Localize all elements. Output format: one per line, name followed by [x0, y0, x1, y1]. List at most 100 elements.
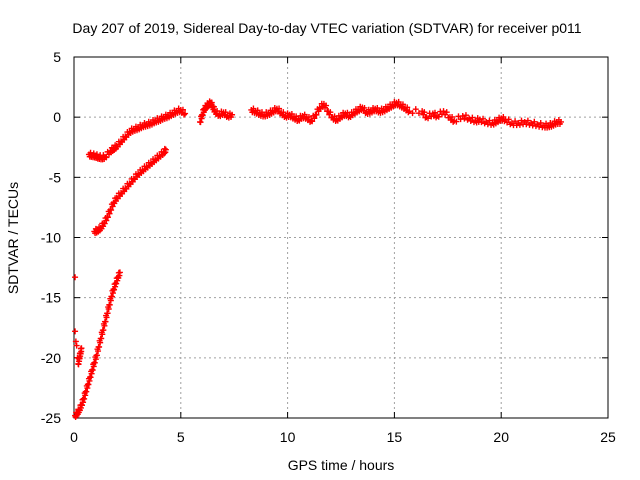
y-tick-label: -25 [41, 410, 61, 426]
data-point [425, 115, 432, 122]
y-axis-label: SDTVAR / TECUs [5, 182, 21, 294]
data-point [113, 280, 120, 287]
y-tick-labels: 5 0 -5 -10 -15 -20 -25 [41, 49, 61, 426]
data-point [404, 104, 411, 111]
data-point [309, 118, 316, 125]
axis-ticks [73, 56, 609, 419]
data-point [395, 98, 402, 105]
data-point [93, 352, 100, 359]
data-point [181, 111, 188, 118]
data-point [83, 388, 90, 395]
data-point [116, 269, 123, 276]
x-tick-label: 15 [387, 429, 403, 445]
data-point [156, 152, 163, 159]
data-point [333, 116, 340, 123]
data-point [316, 104, 323, 111]
data-point [406, 108, 413, 115]
data-point [486, 117, 493, 124]
y-tick-label: 0 [53, 109, 61, 125]
y-tick-label: -5 [49, 169, 62, 185]
data-point [89, 367, 96, 374]
data-point [72, 328, 79, 335]
data-point [323, 102, 330, 109]
data-point [531, 118, 538, 125]
data-point [103, 217, 110, 224]
data-point [162, 146, 169, 153]
data-point [139, 167, 146, 174]
data-point [106, 210, 113, 217]
series-early-isolated [72, 274, 85, 368]
data-point [504, 119, 511, 126]
y-tick-label: -20 [41, 350, 61, 366]
data-points [72, 98, 565, 420]
data-point [122, 133, 129, 140]
data-point [130, 175, 137, 182]
data-point [311, 115, 318, 122]
y-tick-label: -15 [41, 290, 61, 306]
data-point [412, 106, 419, 113]
data-point [512, 118, 519, 125]
data-point [98, 335, 105, 342]
data-point [313, 111, 320, 118]
x-tick-label: 25 [600, 429, 616, 445]
data-point [72, 274, 79, 281]
data-point [327, 109, 334, 116]
series-steep-low [72, 269, 123, 420]
data-point [505, 116, 512, 123]
data-point [126, 180, 133, 187]
data-point [558, 118, 565, 125]
data-point [197, 119, 204, 126]
data-point [431, 109, 438, 116]
data-point [254, 107, 261, 114]
data-point [135, 170, 142, 177]
data-point [182, 110, 189, 117]
y-tick-label: -10 [41, 230, 61, 246]
data-point [469, 114, 476, 121]
series-middle-rise [91, 145, 169, 237]
y-tick-label: 5 [53, 49, 61, 65]
x-tick-label: 0 [70, 429, 78, 445]
x-axis-label: GPS time / hours [288, 457, 395, 473]
data-point [100, 327, 107, 334]
data-point [276, 105, 283, 112]
data-point [117, 138, 124, 145]
data-point [147, 159, 154, 166]
series-upper-band [85, 98, 565, 163]
data-point [179, 106, 186, 113]
data-point [480, 115, 487, 122]
data-point [109, 203, 116, 210]
data-point [453, 118, 460, 125]
x-tick-label: 10 [280, 429, 296, 445]
data-point [295, 116, 302, 123]
data-point [280, 109, 287, 116]
data-point [81, 395, 88, 402]
data-point [101, 220, 108, 227]
data-point [415, 110, 422, 117]
data-point [210, 103, 217, 110]
data-point [405, 109, 412, 116]
chart-title: Day 207 of 2019, Sidereal Day-to-day VTE… [72, 20, 581, 36]
data-point [361, 104, 368, 111]
data-point [117, 189, 124, 196]
data-point [524, 117, 531, 124]
data-point [111, 286, 118, 293]
data-point [113, 194, 120, 201]
data-point [305, 113, 312, 120]
data-point [113, 143, 120, 150]
data-point [72, 338, 79, 345]
data-point [229, 111, 236, 118]
data-point [102, 318, 109, 325]
data-point [91, 359, 98, 366]
data-point [440, 108, 447, 115]
data-point [537, 119, 544, 126]
data-point [199, 112, 206, 119]
data-point [87, 374, 94, 381]
data-point [78, 345, 85, 352]
data-point [399, 101, 406, 108]
data-point [108, 293, 115, 300]
x-tick-label: 5 [177, 429, 185, 445]
data-point [103, 154, 110, 161]
data-point [443, 109, 450, 116]
